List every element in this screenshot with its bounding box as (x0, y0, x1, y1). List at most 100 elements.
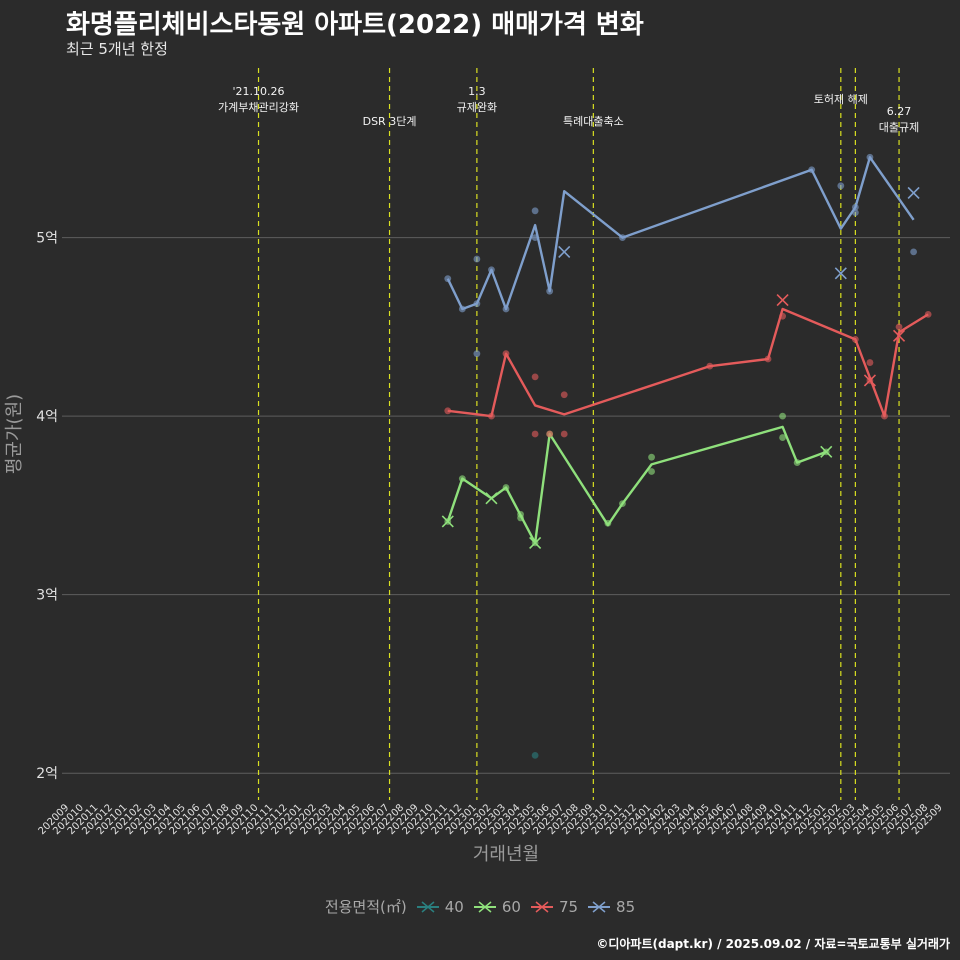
data-point-85 (851, 203, 859, 211)
cross-marker-85 (558, 245, 571, 258)
event-label: 1.3 (468, 85, 486, 98)
event-label: 규제완화 (457, 101, 497, 114)
legend-key-60 (473, 900, 496, 913)
series-line-60 (446, 425, 827, 545)
legend-item-75: 75 (530, 897, 579, 916)
legend-label-60: 60 (501, 897, 521, 916)
data-point-75 (444, 407, 452, 415)
data-point-75 (895, 323, 903, 331)
legend-label-85: 85 (616, 897, 636, 916)
legend-key-40 (416, 900, 439, 913)
cross-marker-85 (834, 267, 847, 280)
data-point-75 (779, 312, 786, 320)
data-point-75 (531, 373, 539, 381)
data-point-75 (502, 350, 510, 358)
event-label: '21.10.26 (233, 85, 285, 98)
cross-stroke (441, 515, 454, 528)
cross-marker-85 (907, 186, 920, 200)
data-point-85 (502, 305, 510, 313)
data-point-85 (473, 255, 481, 263)
event-label: 가계부채관리강화 (218, 101, 299, 114)
cross-marker-60 (529, 536, 542, 549)
legend-title: 전용면적(㎡) (324, 898, 407, 916)
cross-stroke (485, 492, 498, 505)
data-point-85 (546, 287, 554, 295)
data-point-40 (531, 751, 539, 759)
data-point-85 (488, 266, 495, 274)
legend-item-60: 60 (473, 897, 521, 916)
y-tick-label: 4억 (36, 409, 58, 425)
y-tick-label: 2억 (36, 766, 58, 782)
cross-stroke (863, 374, 877, 387)
event-label: 특례대출축소 (563, 115, 624, 128)
event-label: 토허제 해제 (814, 92, 868, 106)
data-point-60 (458, 475, 466, 483)
cross-marker-60 (485, 492, 498, 505)
cross-marker-75 (776, 294, 789, 307)
cross-stroke (907, 186, 920, 200)
data-point-75 (488, 412, 495, 420)
source-caption: ©디아파트(dapt.kr) / 2025.09.02 / 자료=국토교통부 실… (596, 937, 950, 951)
data-point-85 (910, 248, 918, 256)
data-point-60 (779, 434, 786, 441)
data-point-85 (473, 350, 481, 358)
cross-stroke (892, 329, 906, 342)
data-point-85 (473, 300, 481, 308)
legend-key-85 (588, 900, 611, 913)
data-point-75 (764, 355, 772, 363)
event-label: 6.27 (887, 105, 912, 118)
data-point-75 (531, 430, 539, 438)
legend-item-85: 85 (588, 898, 635, 916)
series-line-75 (447, 307, 929, 418)
data-point-85 (531, 207, 539, 215)
legend: 전용면적(㎡) 40 60 75 85 (0, 896, 960, 917)
data-point-75 (866, 359, 874, 366)
chart-subtitle: 최근 5개년 한정 (66, 40, 168, 58)
data-point-60 (779, 412, 786, 420)
legend-label-40: 40 (444, 897, 464, 916)
series-line-85 (446, 156, 915, 311)
y-tick-label: 5억 (36, 231, 58, 247)
cross-stroke (834, 267, 847, 280)
data-point-85 (808, 166, 816, 174)
data-point-75 (881, 412, 888, 420)
data-point-75 (560, 391, 568, 399)
cross-marker-60 (441, 515, 454, 528)
data-point-60 (604, 519, 612, 527)
data-point-75 (851, 335, 859, 343)
data-point-85 (531, 234, 539, 242)
legend-key-75 (530, 900, 553, 913)
data-point-60 (619, 500, 626, 508)
cross-stroke (529, 536, 542, 549)
cross-stroke (776, 294, 789, 307)
data-point-60 (793, 459, 801, 466)
data-point-60 (502, 484, 510, 491)
cross-marker-75 (863, 374, 877, 387)
event-label: 대출규제 (879, 121, 919, 134)
cross-marker-60 (820, 445, 833, 458)
data-point-85 (444, 275, 452, 283)
chart-title: 화명플리체비스타동원 아파트(2022) 매매가격 변화 (66, 10, 644, 40)
data-point-85 (851, 209, 859, 217)
data-point-85 (458, 305, 466, 313)
data-point-60 (648, 468, 655, 475)
cross-stroke (820, 445, 833, 458)
data-point-75 (924, 310, 932, 318)
data-point-75 (706, 362, 714, 370)
cross-stroke (558, 245, 571, 258)
data-point-60 (648, 453, 655, 461)
data-point-75 (560, 430, 568, 438)
event-label: DSR 3단계 (363, 115, 417, 128)
cross-marker-75 (892, 329, 906, 342)
data-point-85 (837, 182, 845, 190)
data-point-60 (517, 510, 524, 518)
y-tick-label: 3억 (36, 588, 58, 604)
data-point-85 (866, 153, 874, 161)
data-point-85 (619, 234, 626, 242)
data-point-75 (546, 430, 554, 438)
legend-item-40: 40 (416, 897, 464, 916)
y-axis-title: 평균가(원) (4, 394, 25, 474)
legend-label-75: 75 (558, 897, 579, 916)
x-axis-title: 거래년월 (473, 844, 539, 865)
